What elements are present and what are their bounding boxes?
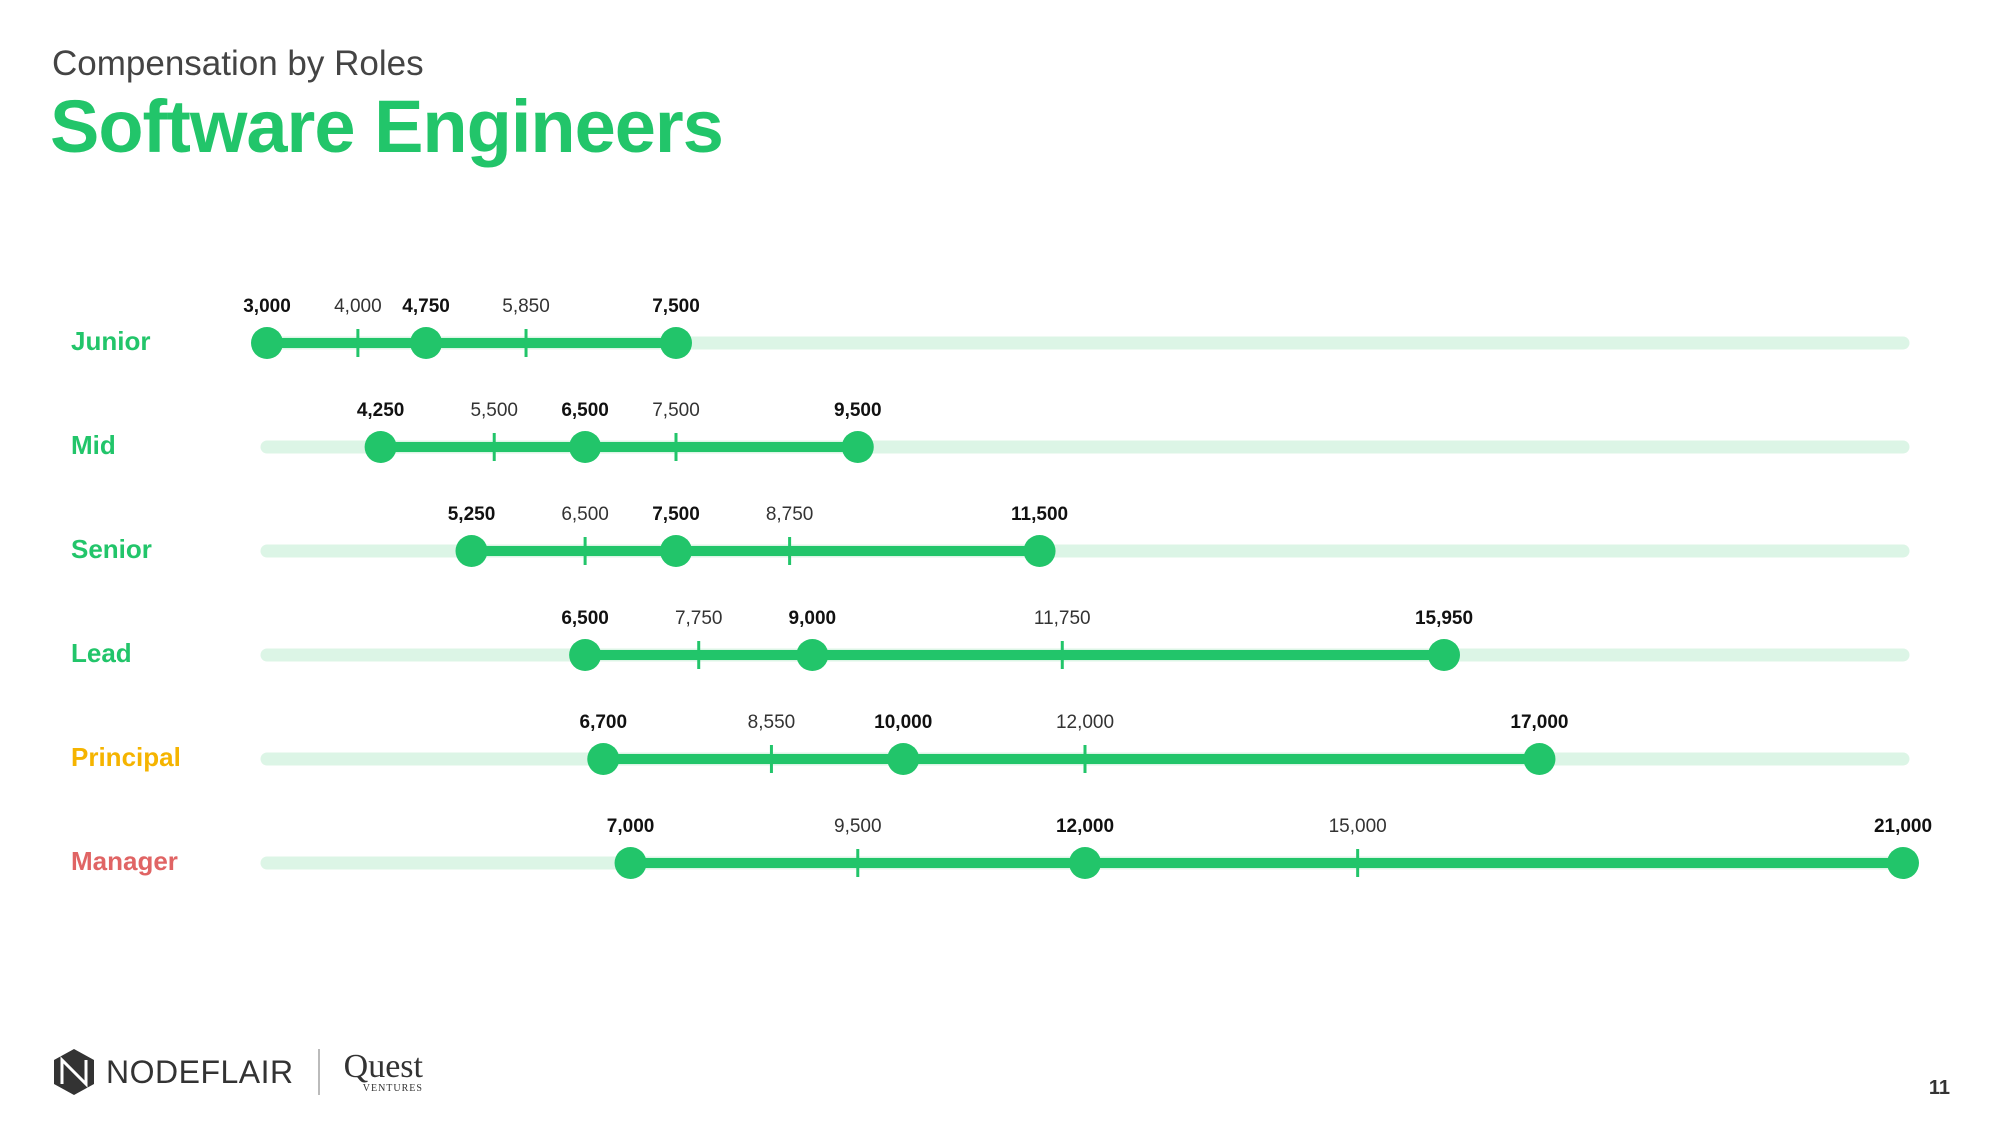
quest-ventures-logo: Quest VENTURES xyxy=(343,1047,423,1094)
nodeflair-logo-text: NODEFLAIR xyxy=(106,1053,294,1090)
value-label: 11,500 xyxy=(1011,504,1068,525)
value-label: 7,000 xyxy=(607,816,655,837)
value-label: 3,000 xyxy=(243,296,291,317)
range-dot xyxy=(887,743,920,775)
row-label-senior: Senior xyxy=(71,534,152,564)
value-label: 7,500 xyxy=(652,400,700,421)
range-dot xyxy=(1023,535,1056,567)
range-dot xyxy=(587,743,620,775)
logo-divider xyxy=(317,1049,320,1095)
range-dot xyxy=(410,327,443,359)
value-label: 9,500 xyxy=(834,816,882,837)
value-label: 6,500 xyxy=(561,504,609,525)
range-dot xyxy=(569,431,602,463)
value-label: 4,000 xyxy=(334,296,382,317)
value-label: 8,550 xyxy=(748,712,796,733)
value-label: 7,500 xyxy=(652,504,700,525)
value-label: 12,000 xyxy=(1056,712,1114,733)
range-dot xyxy=(841,431,874,463)
row-label-principal: Principal xyxy=(71,742,181,772)
slide-title: Software Engineers xyxy=(50,85,724,168)
range-dot xyxy=(614,847,647,879)
row-label-manager: Manager xyxy=(71,846,178,876)
value-label: 21,000 xyxy=(1874,816,1932,837)
range-dot xyxy=(569,639,602,671)
range-dot xyxy=(364,431,397,463)
page-number: 11 xyxy=(1928,1077,1950,1099)
value-label: 10,000 xyxy=(874,712,932,733)
value-label: 5,250 xyxy=(448,504,496,525)
footer-logos: NODEFLAIR Quest VENTURES xyxy=(52,1048,423,1096)
range-dot xyxy=(660,327,692,359)
value-label: 6,700 xyxy=(580,712,628,733)
range-dot xyxy=(660,535,692,567)
value-label: 15,000 xyxy=(1329,816,1387,837)
row-label-mid: Mid xyxy=(71,430,116,460)
range-chart: 3,000 4,000 4,750 5,850 7,500 4,250 5,500 6,500… xyxy=(243,296,1932,879)
value-label: 11,750 xyxy=(1034,608,1091,629)
value-label: 7,750 xyxy=(675,608,723,629)
value-label: 9,500 xyxy=(834,400,882,421)
value-label: 4,250 xyxy=(357,400,405,421)
value-label: 5,850 xyxy=(502,296,550,317)
range-dot xyxy=(1887,847,1919,879)
range-dot xyxy=(1069,847,1101,879)
value-label: 6,500 xyxy=(561,400,609,421)
nodeflair-logo-icon xyxy=(54,1049,94,1095)
value-label: 17,000 xyxy=(1510,712,1568,733)
value-label: 6,500 xyxy=(561,608,609,629)
range-dot xyxy=(1428,639,1461,671)
range-dot xyxy=(251,327,283,359)
range-dot xyxy=(1523,743,1556,775)
row-label-junior: Junior xyxy=(71,326,151,356)
row-label-lead: Lead xyxy=(71,638,132,668)
value-label: 4,750 xyxy=(402,296,450,317)
value-label: 7,500 xyxy=(652,296,700,317)
slide-subtitle: Compensation by Roles xyxy=(52,44,424,83)
value-label: 15,950 xyxy=(1415,608,1473,629)
range-dot xyxy=(455,535,488,567)
value-label: 8,750 xyxy=(766,504,814,525)
range-dot xyxy=(796,639,829,671)
value-label: 12,000 xyxy=(1056,816,1114,837)
value-label: 9,000 xyxy=(789,608,837,629)
value-label: 5,500 xyxy=(470,400,518,421)
